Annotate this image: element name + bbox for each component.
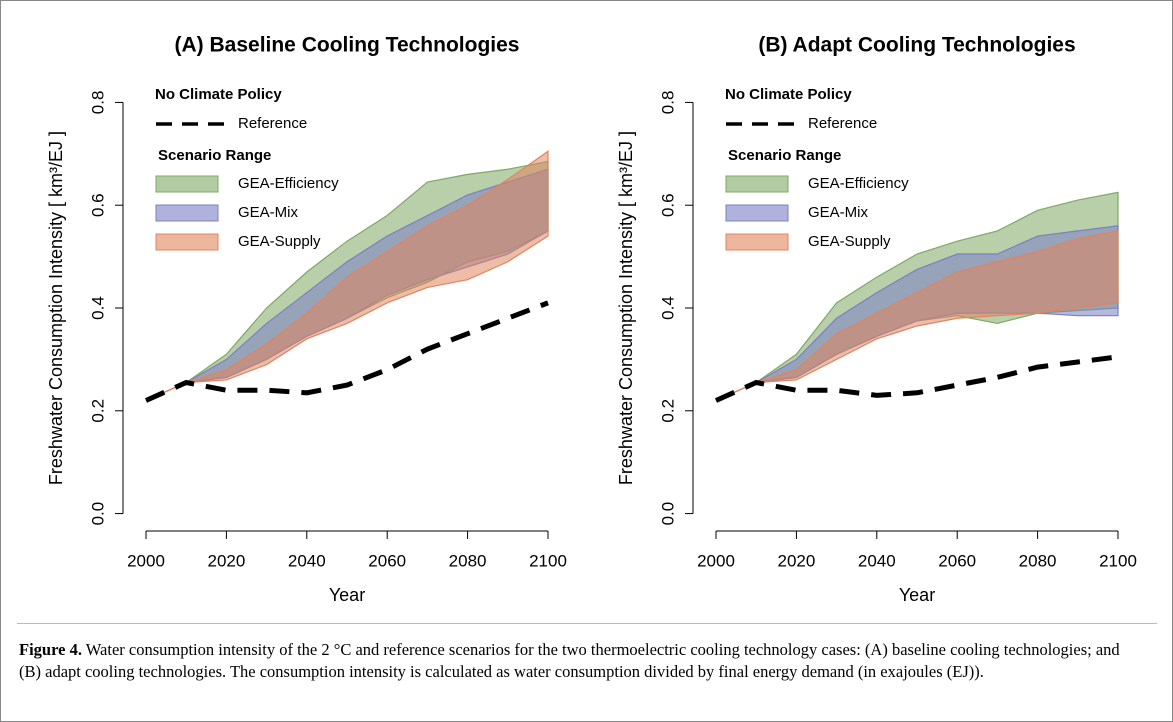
y-tick-label: 0.8	[658, 91, 677, 115]
legend-swatch	[725, 204, 789, 222]
legend-swatch	[725, 175, 789, 193]
x-tick-label: 2020	[207, 551, 245, 570]
legend-heading: Scenario Range	[728, 147, 841, 164]
legend-label: GEA-Supply	[808, 233, 891, 250]
x-tick-label: 2040	[858, 551, 896, 570]
caption-rule	[17, 623, 1157, 624]
y-axis-label: Freshwater Consumption Intensity [ km³/E…	[616, 131, 636, 485]
legend-label: Reference	[238, 115, 307, 132]
caption: Figure 4. Water consumption intensity of…	[19, 639, 1139, 683]
y-tick-label: 0.0	[88, 502, 107, 526]
legend-swatch	[725, 233, 789, 251]
x-tick-label: 2080	[449, 551, 487, 570]
chart: (A) Baseline Cooling Technologies 0.0 0.2 0…	[46, 34, 1137, 605]
x-axis-label: Year	[329, 585, 365, 605]
legend-label: GEA-Efficiency	[238, 175, 339, 192]
y-tick-label: 0.2	[658, 399, 677, 423]
legend-swatch	[155, 204, 219, 222]
legend-swatch	[155, 233, 219, 251]
y-tick-label: 0.4	[658, 296, 677, 320]
legend-swatch	[155, 175, 219, 193]
legend-label: GEA-Mix	[238, 204, 299, 221]
y-tick-label: 0.4	[88, 296, 107, 320]
x-tick-label: 2020	[777, 551, 815, 570]
scenario-range	[145, 150, 549, 402]
reference-line	[714, 354, 1119, 403]
caption-label: Figure 4.	[19, 640, 82, 659]
x-tick-label: 2000	[697, 551, 735, 570]
legend-label: GEA-Mix	[808, 204, 869, 221]
panel-title: (A) Baseline Cooling Technologies	[175, 34, 520, 57]
x-tick-label: 2060	[368, 551, 406, 570]
y-tick-label: 0.6	[658, 193, 677, 217]
x-tick-label: 2100	[1099, 551, 1137, 570]
panel-title: (B) Adapt Cooling Technologies	[758, 34, 1075, 57]
legend-heading: No Climate Policy	[725, 86, 852, 103]
x-tick-label: 2080	[1019, 551, 1057, 570]
legend-heading: Scenario Range	[158, 147, 271, 164]
legend-label: GEA-Efficiency	[808, 175, 909, 192]
legend-label: GEA-Supply	[238, 233, 321, 250]
x-tick-label: 2000	[127, 551, 165, 570]
y-tick-label: 0.2	[88, 399, 107, 423]
reference-line	[144, 300, 549, 403]
scenario-range	[715, 230, 1119, 402]
x-tick-label: 2040	[288, 551, 326, 570]
y-tick-label: 0.6	[88, 193, 107, 217]
legend-heading: No Climate Policy	[155, 86, 282, 103]
caption-text: Water consumption intensity of the 2 °C …	[19, 640, 1120, 681]
y-tick-label: 0.8	[88, 91, 107, 115]
x-tick-label: 2060	[938, 551, 976, 570]
y-tick-label: 0.0	[658, 502, 677, 526]
legend-label: Reference	[808, 115, 877, 132]
x-axis-label: Year	[899, 585, 935, 605]
y-axis-label: Freshwater Consumption Intensity [ km³/E…	[46, 131, 66, 485]
x-tick-label: 2100	[529, 551, 567, 570]
